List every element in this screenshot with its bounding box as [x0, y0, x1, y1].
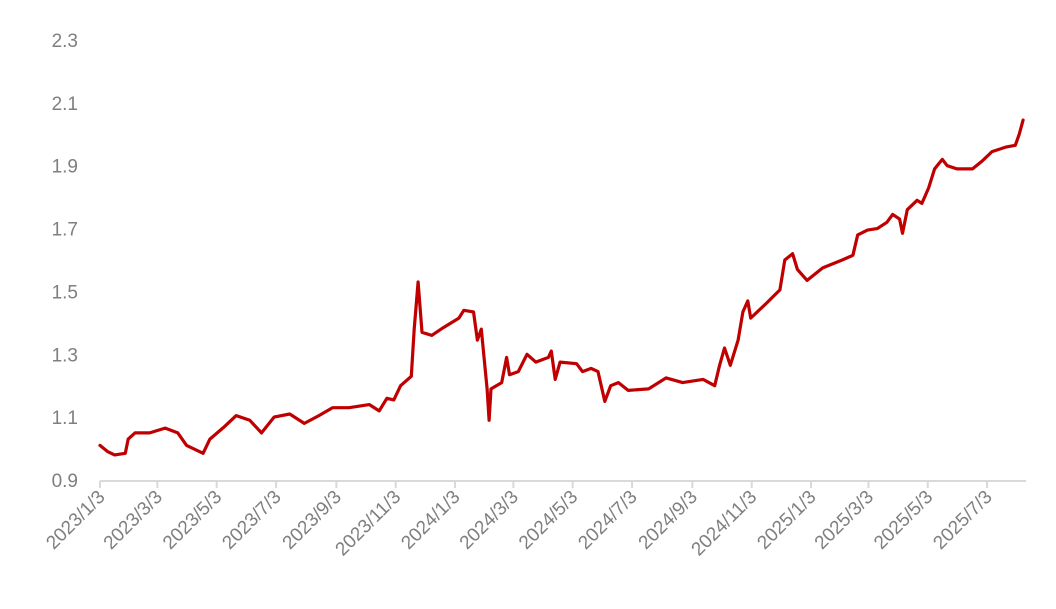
x-tick-label: 2023/11/3 [332, 487, 406, 561]
x-tick-label: 2023/5/3 [159, 487, 226, 554]
y-tick-label: 1.9 [52, 157, 78, 178]
y-tick-label: 1.7 [52, 220, 78, 241]
x-axis-labels: 2023/1/32023/3/32023/5/32023/7/32023/9/3… [42, 487, 996, 561]
x-axis-ticks [99, 481, 989, 488]
x-tick-label: 2023/7/3 [218, 487, 285, 554]
y-tick-label: 1.3 [52, 345, 78, 366]
series-line [98, 118, 1025, 457]
x-tick-label: 2024/7/3 [574, 487, 641, 554]
x-tick-label: 2025/1/3 [753, 487, 820, 554]
y-tick-label: 2.3 [52, 31, 78, 52]
y-tick-label: 1.5 [52, 282, 78, 303]
x-tick-label: 2024/3/3 [456, 487, 523, 554]
x-tick-label: 2024/1/3 [397, 487, 464, 554]
x-tick-label: 2025/5/3 [870, 487, 937, 554]
x-tick-label: 2023/3/3 [100, 487, 167, 554]
x-tick-label: 2023/1/3 [42, 487, 109, 554]
y-tick-label: 1.1 [52, 408, 78, 429]
x-tick-label: 2025/3/3 [811, 487, 878, 554]
y-tick-label: 2.1 [52, 94, 78, 115]
x-tick-label: 2025/7/3 [929, 487, 996, 554]
x-tick-label: 2024/11/3 [688, 487, 762, 561]
y-tick-label: 0.9 [52, 471, 78, 492]
y-axis-labels: 0.9 1.1 1.3 1.5 1.7 1.9 2.1 2.3 [52, 31, 78, 492]
x-tick-label: 2024/5/3 [515, 487, 582, 554]
